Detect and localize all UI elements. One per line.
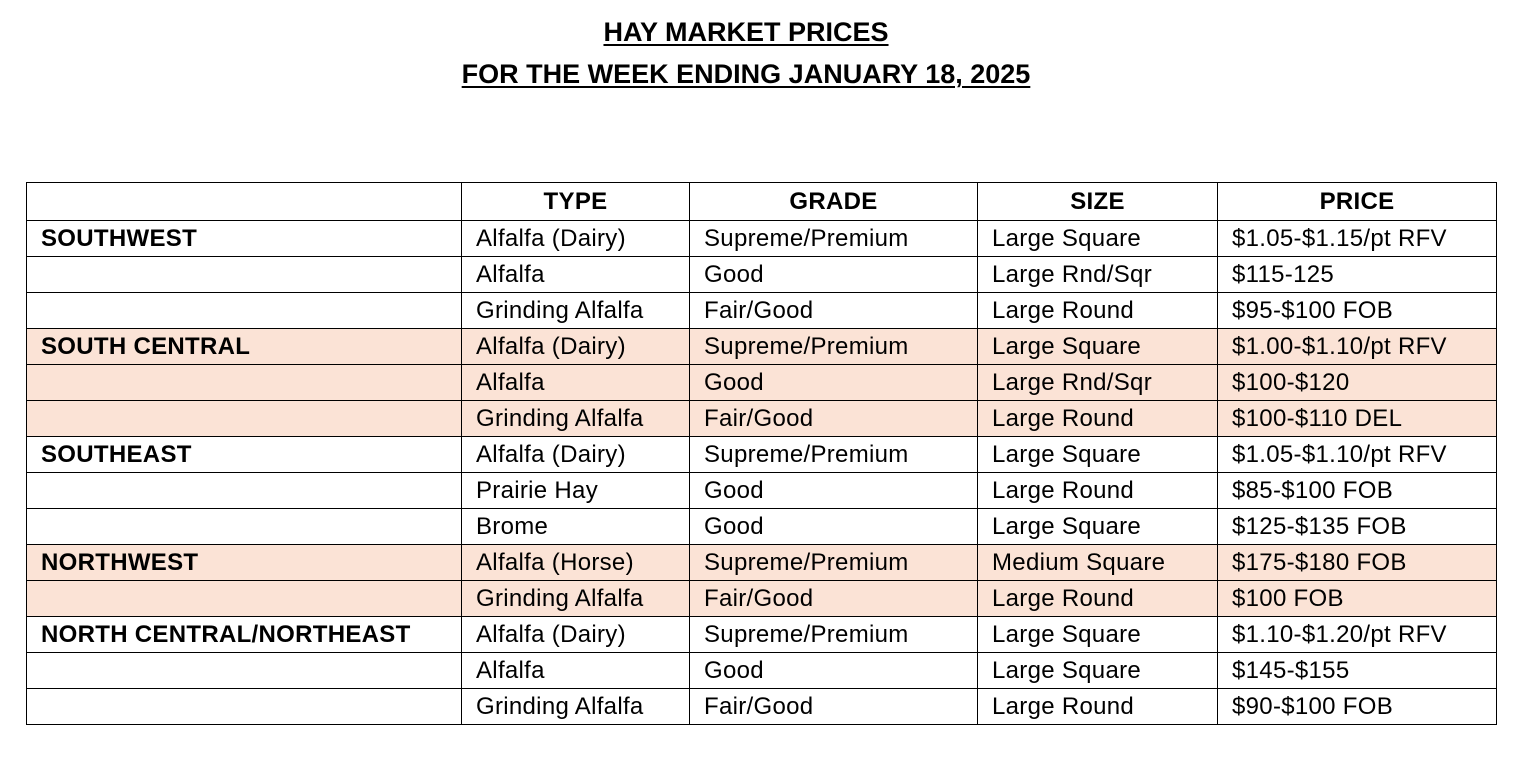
cell-size: Large Rnd/Sqr [977, 364, 1218, 401]
table-row: Grinding Alfalfa Fair/Good Large Round $95-… [26, 292, 1497, 329]
cell-price: $125-$135 FOB [1217, 508, 1497, 545]
document-subtitle: FOR THE WEEK ENDING JANUARY 18, 2025 [0, 58, 1492, 90]
table-row: Grinding Alfalfa Fair/Good Large Round $100… [26, 400, 1497, 437]
cell-type: Grinding Alfalfa [461, 400, 690, 437]
cell-grade: Supreme/Premium [689, 220, 978, 257]
cell-type: Alfalfa [461, 256, 690, 293]
cell-region: NORTHWEST [26, 544, 462, 581]
cell-type: Prairie Hay [461, 472, 690, 509]
table-row: NORTHWEST Alfalfa (Horse) Supreme/Premium M… [26, 544, 1497, 581]
cell-price: $115-125 [1217, 256, 1497, 293]
table-row: Alfalfa Good Large Square $145-$155 [26, 652, 1497, 689]
cell-region [26, 256, 462, 293]
cell-size: Large Round [977, 688, 1218, 725]
cell-type: Grinding Alfalfa [461, 580, 690, 617]
cell-size: Large Round [977, 472, 1218, 509]
header-region [26, 182, 462, 221]
cell-price: $100-$120 [1217, 364, 1497, 401]
cell-type: Grinding Alfalfa [461, 688, 690, 725]
cell-region [26, 364, 462, 401]
table-row: Grinding Alfalfa Fair/Good Large Round $100… [26, 580, 1497, 617]
cell-price: $90-$100 FOB [1217, 688, 1497, 725]
cell-size: Large Square [977, 616, 1218, 653]
cell-grade: Supreme/Premium [689, 616, 978, 653]
hay-price-table: TYPE GRADE SIZE PRICE SOUTHWEST Alfalfa (… [26, 182, 1497, 725]
table-body: SOUTHWEST Alfalfa (Dairy) Supreme/Premium L… [26, 220, 1497, 725]
cell-type: Alfalfa [461, 364, 690, 401]
cell-region: SOUTH CENTRAL [26, 328, 462, 365]
cell-price: $175-$180 FOB [1217, 544, 1497, 581]
table-row: Alfalfa Good Large Rnd/Sqr $100-$120 [26, 364, 1497, 401]
cell-size: Large Square [977, 328, 1218, 365]
title-line-1: HAY MARKET PRICES [603, 17, 889, 47]
cell-grade: Good [689, 508, 978, 545]
cell-price: $1.00-$1.10/pt RFV [1217, 328, 1497, 365]
cell-size: Large Square [977, 652, 1218, 689]
cell-price: $1.10-$1.20/pt RFV [1217, 616, 1497, 653]
table-row: SOUTH CENTRAL Alfalfa (Dairy) Supreme/Prem… [26, 328, 1497, 365]
cell-type: Alfalfa (Horse) [461, 544, 690, 581]
cell-grade: Fair/Good [689, 292, 978, 329]
cell-grade: Fair/Good [689, 688, 978, 725]
cell-grade: Supreme/Premium [689, 328, 978, 365]
cell-region: NORTH CENTRAL/NORTHEAST [26, 616, 462, 653]
header-size: SIZE [977, 182, 1218, 221]
cell-size: Medium Square [977, 544, 1218, 581]
cell-price: $100 FOB [1217, 580, 1497, 617]
cell-size: Large Round [977, 400, 1218, 437]
document-title: HAY MARKET PRICES [0, 16, 1492, 48]
header-row: TYPE GRADE SIZE PRICE [26, 182, 1497, 221]
cell-region [26, 292, 462, 329]
cell-price: $145-$155 [1217, 652, 1497, 689]
cell-price: $100-$110 DEL [1217, 400, 1497, 437]
header-price: PRICE [1217, 182, 1497, 221]
cell-size: Large Rnd/Sqr [977, 256, 1218, 293]
cell-price: $1.05-$1.10/pt RFV [1217, 436, 1497, 473]
cell-size: Large Square [977, 508, 1218, 545]
table-row: SOUTHEAST Alfalfa (Dairy) Supreme/Premium L… [26, 436, 1497, 473]
cell-type: Alfalfa (Dairy) [461, 220, 690, 257]
cell-region [26, 472, 462, 509]
cell-size: Large Round [977, 580, 1218, 617]
cell-type: Grinding Alfalfa [461, 292, 690, 329]
cell-type: Alfalfa (Dairy) [461, 436, 690, 473]
table-row: Prairie Hay Good Large Round $85-$100 FOB [26, 472, 1497, 509]
cell-price: $1.05-$1.15/pt RFV [1217, 220, 1497, 257]
table-row: Brome Good Large Square $125-$135 FOB [26, 508, 1497, 545]
cell-region [26, 580, 462, 617]
cell-grade: Good [689, 472, 978, 509]
cell-region: SOUTHEAST [26, 436, 462, 473]
cell-region [26, 400, 462, 437]
cell-region [26, 688, 462, 725]
cell-region [26, 652, 462, 689]
cell-grade: Good [689, 364, 978, 401]
cell-grade: Fair/Good [689, 400, 978, 437]
cell-grade: Fair/Good [689, 580, 978, 617]
cell-region: SOUTHWEST [26, 220, 462, 257]
cell-grade: Supreme/Premium [689, 436, 978, 473]
cell-region [26, 508, 462, 545]
table-row: Grinding Alfalfa Fair/Good Large Round $90-… [26, 688, 1497, 725]
table-row: SOUTHWEST Alfalfa (Dairy) Supreme/Premium L… [26, 220, 1497, 257]
table-row: NORTH CENTRAL/NORTHEAST Alfalfa (Dairy) Su… [26, 616, 1497, 653]
header-type: TYPE [461, 182, 690, 221]
header-grade: GRADE [689, 182, 978, 221]
cell-size: Large Square [977, 220, 1218, 257]
cell-size: Large Square [977, 436, 1218, 473]
cell-type: Alfalfa (Dairy) [461, 616, 690, 653]
table-header: TYPE GRADE SIZE PRICE [26, 182, 1497, 221]
cell-grade: Supreme/Premium [689, 544, 978, 581]
cell-size: Large Round [977, 292, 1218, 329]
cell-type: Alfalfa [461, 652, 690, 689]
cell-type: Brome [461, 508, 690, 545]
cell-price: $85-$100 FOB [1217, 472, 1497, 509]
table-row: Alfalfa Good Large Rnd/Sqr $115-125 [26, 256, 1497, 293]
cell-grade: Good [689, 256, 978, 293]
cell-price: $95-$100 FOB [1217, 292, 1497, 329]
cell-grade: Good [689, 652, 978, 689]
title-line-2: FOR THE WEEK ENDING JANUARY 18, 2025 [461, 59, 1031, 89]
cell-type: Alfalfa (Dairy) [461, 328, 690, 365]
